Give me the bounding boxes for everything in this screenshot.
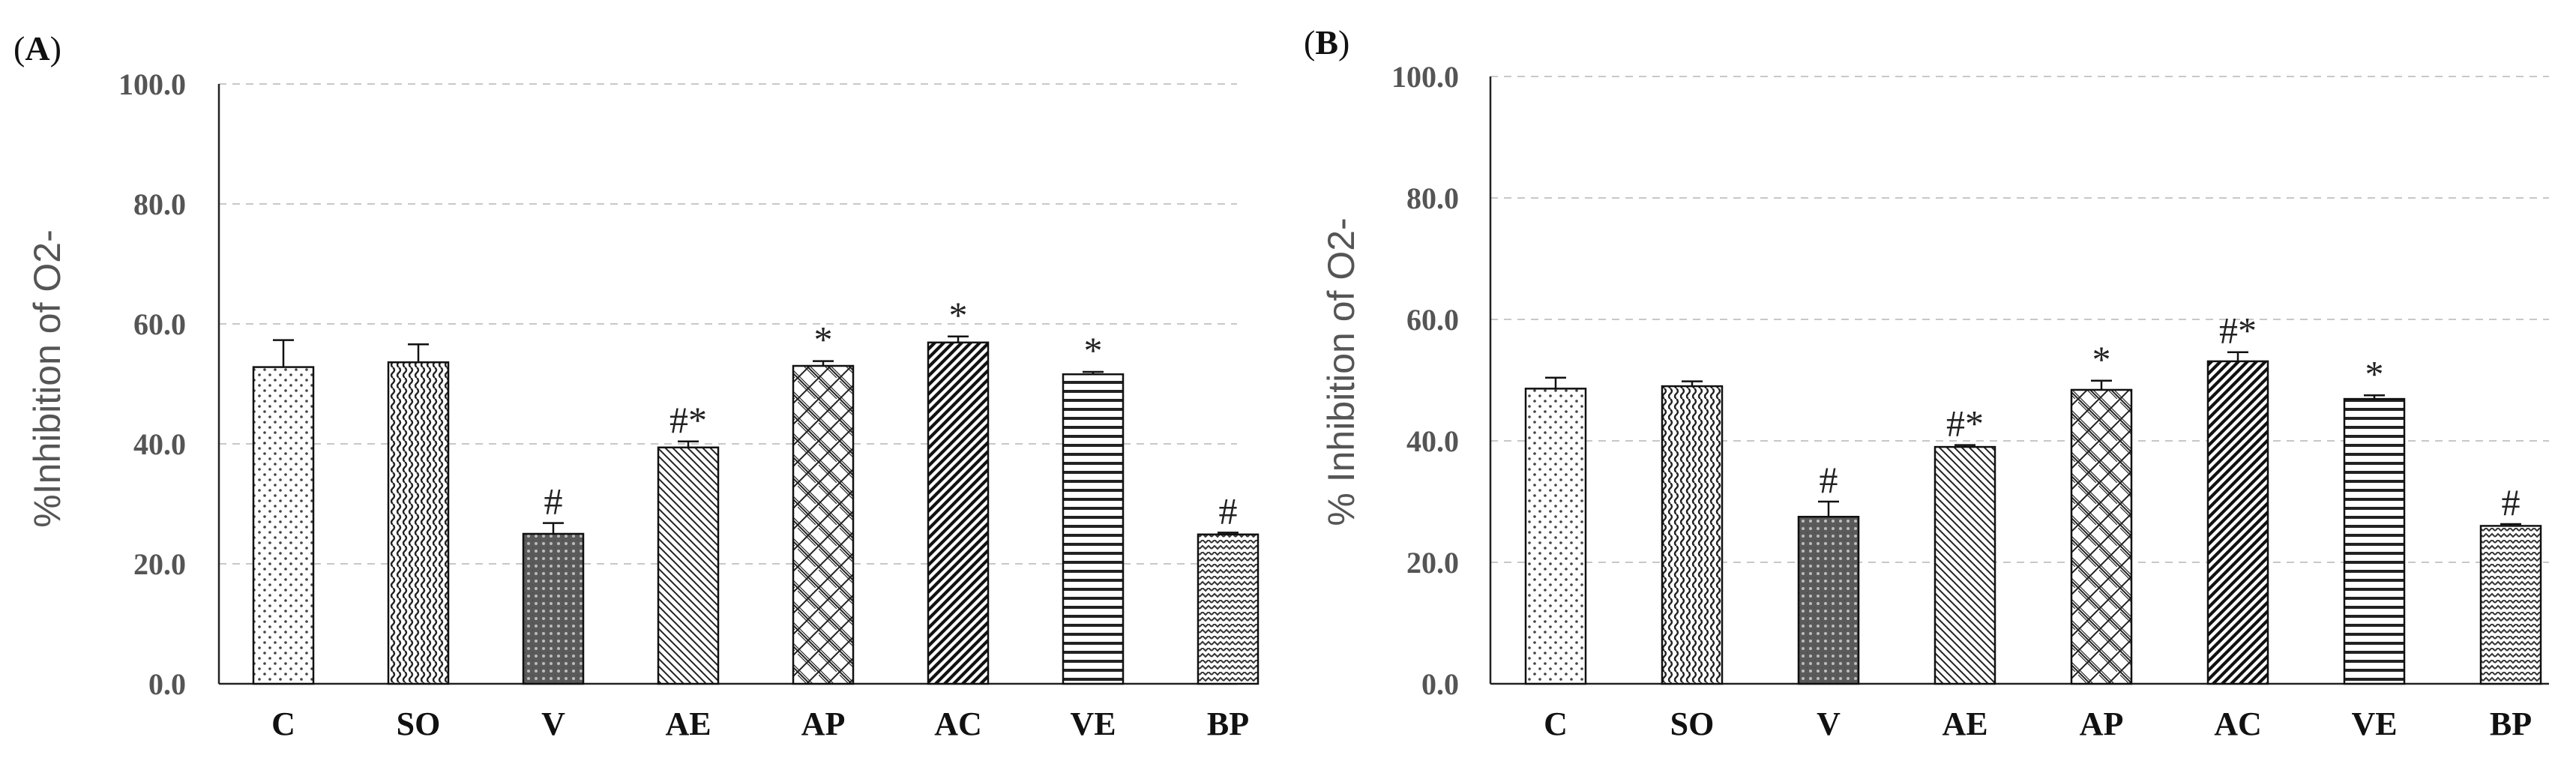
bar-v (522, 532, 585, 685)
bar-bp (2479, 525, 2542, 685)
significance-mark: #* (2219, 310, 2257, 352)
bar-ve (2343, 397, 2406, 685)
significance-mark: # (1219, 490, 1238, 532)
bar-ap (2070, 388, 2133, 685)
x-tick-label: V (541, 706, 565, 742)
y-tick-label: 100.0 (118, 67, 186, 101)
x-tick-label: C (1544, 706, 1568, 742)
significance-mark: # (1820, 459, 1838, 501)
significance-mark: * (814, 319, 833, 361)
bar-ve (1062, 373, 1125, 685)
x-tick-label: VE (2351, 706, 2397, 742)
y-tick-label: 60.0 (133, 307, 186, 341)
chart-panel-a: (A) %Inhibition of O2- 0.0 20.0 40.0 60.0 80… (13, 29, 1260, 742)
bar-so (387, 361, 450, 685)
x-tick-label: BP (2490, 706, 2532, 742)
y-tick-label: 20.0 (1406, 546, 1459, 580)
x-tick-label: SO (397, 706, 441, 742)
y-axis-label: %Inhibition of O2- (26, 229, 68, 527)
significance-mark: # (544, 481, 563, 523)
y-tick-label: 60.0 (1406, 303, 1459, 337)
y-tick-label: 20.0 (133, 547, 186, 581)
y-tick-label: 80.0 (1406, 181, 1459, 215)
y-axis-label: % Inhibition of O2- (1320, 217, 1362, 526)
x-tick-label: AP (801, 706, 846, 742)
significance-mark: # (2502, 481, 2521, 523)
panel-label-b: (B) (1304, 23, 1349, 61)
bar-ap (792, 364, 855, 685)
bar-c (1524, 388, 1587, 685)
bar-ae (1933, 445, 1996, 685)
x-tick-label: V (1817, 706, 1841, 742)
x-tick-label: AE (1942, 706, 1987, 742)
bar-so (1661, 385, 1724, 685)
y-tick-label: 80.0 (133, 187, 186, 221)
x-tick-label: AE (665, 706, 711, 742)
y-tick-label: 0.0 (148, 667, 186, 701)
significance-mark: #* (669, 399, 707, 441)
significance-mark: #* (1946, 403, 1984, 445)
x-tick-label: C (271, 706, 295, 742)
y-tick-label: 40.0 (133, 427, 186, 461)
y-tick-label: 100.0 (1391, 60, 1459, 94)
x-tick-label: SO (1670, 706, 1715, 742)
bar-v (1797, 516, 1860, 685)
bar-ac (2206, 360, 2269, 685)
significance-mark: * (2092, 338, 2111, 380)
significance-mark: * (949, 294, 968, 336)
bar-ae (657, 446, 720, 685)
panel-label-a: (A) (13, 29, 61, 67)
y-tick-label: 0.0 (1421, 667, 1459, 701)
x-tick-label: AC (934, 706, 982, 742)
bar-bp (1197, 533, 1260, 685)
x-tick-label: AC (2214, 706, 2262, 742)
bar-c (252, 366, 315, 685)
x-tick-label: BP (1207, 706, 1249, 742)
significance-mark: * (1084, 329, 1103, 371)
significance-mark: * (2365, 352, 2384, 394)
x-tick-label: VE (1070, 706, 1116, 742)
chart-panel-b: (B) % Inhibition of O2- 0.0 20.0 40.0 60.0 8… (1304, 23, 2549, 742)
y-tick-label: 40.0 (1406, 424, 1459, 458)
bar-ac (927, 341, 990, 685)
x-tick-label: AP (2080, 706, 2124, 742)
